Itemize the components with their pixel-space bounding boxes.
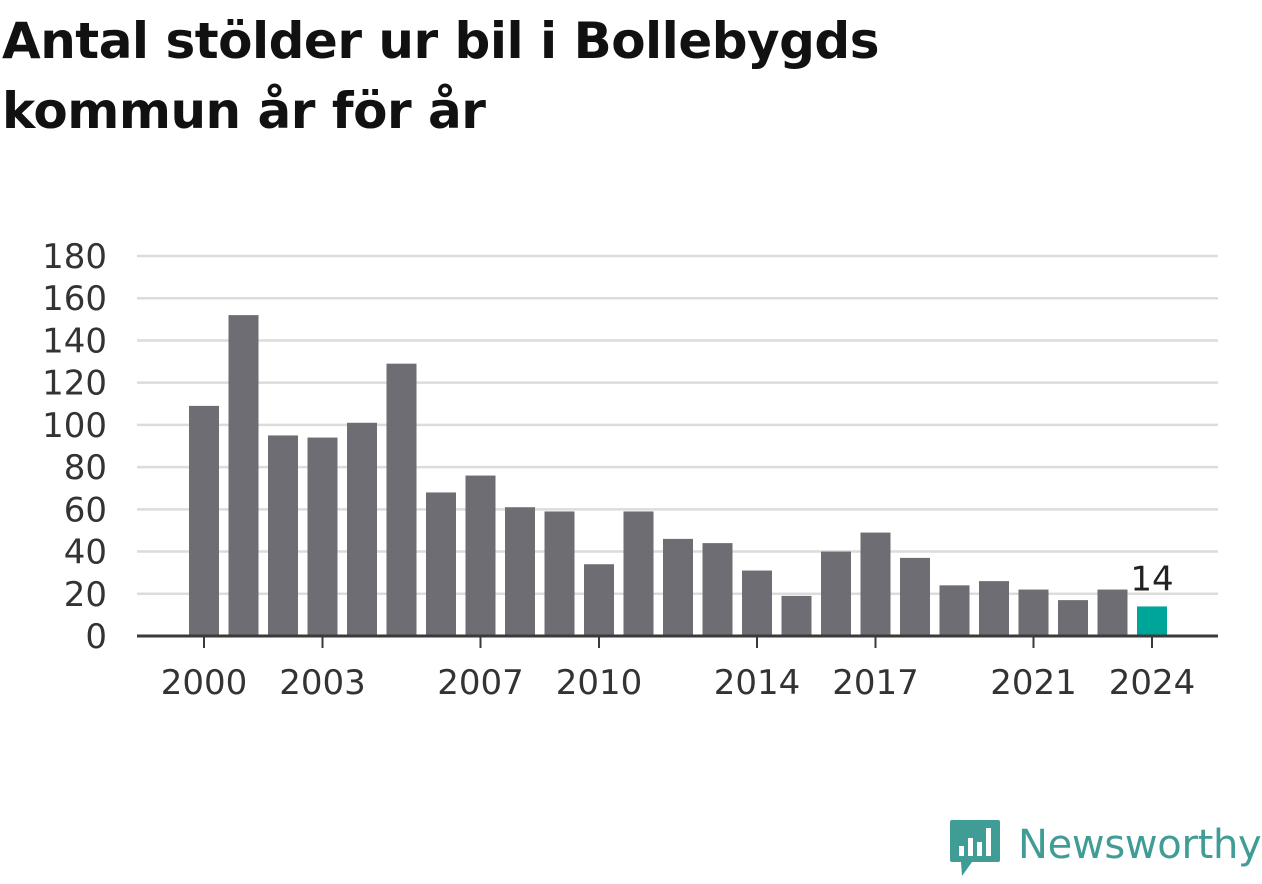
data-label-2024: 14	[1130, 559, 1173, 599]
bar-2016	[821, 551, 851, 636]
bar-2011	[623, 511, 654, 636]
bar-2008	[505, 507, 535, 636]
newsworthy-logo-icon	[950, 820, 1000, 876]
bar-2020	[979, 581, 1009, 636]
y-tick-label: 160	[42, 279, 107, 319]
x-tick-label: 2007	[437, 663, 524, 703]
newsworthy-logo: Newsworthy	[948, 818, 1262, 880]
y-tick-label: 60	[64, 490, 107, 530]
x-tick-label: 2014	[714, 663, 801, 703]
x-tick-label: 2000	[161, 663, 248, 703]
bars	[189, 315, 1167, 636]
bar-2007	[465, 475, 496, 636]
y-tick-label: 0	[85, 617, 107, 657]
bar-2001	[228, 315, 259, 636]
bar-2000	[189, 405, 219, 636]
bar-2012	[663, 538, 693, 636]
chart-title: Antal stölder ur bil i Bollebygds kommun…	[2, 12, 879, 140]
bar-2017	[860, 532, 891, 636]
x-tick-label: 2003	[279, 663, 366, 703]
x-axis-ticks: 2000 2003 2007 2010 2014 2017 2021 2024	[161, 636, 1196, 703]
data-labels: 14	[1130, 559, 1173, 599]
bar-2002	[268, 435, 298, 636]
x-tick-label: 2017	[832, 663, 919, 703]
bar-2014	[742, 570, 772, 636]
bar-2022	[1058, 600, 1088, 636]
y-tick-label: 140	[42, 321, 107, 361]
bar-2021	[1018, 589, 1049, 636]
x-tick-label: 2024	[1109, 663, 1196, 703]
bar-2015	[781, 595, 812, 636]
y-tick-label: 180	[42, 237, 107, 277]
x-tick-label: 2010	[556, 663, 643, 703]
y-tick-label: 100	[42, 406, 107, 446]
bar-2013	[702, 543, 733, 636]
y-tick-label: 80	[64, 448, 107, 488]
bar-2004	[347, 422, 377, 636]
bar-2005	[386, 363, 417, 636]
bar-2024	[1137, 606, 1167, 636]
y-tick-label: 120	[42, 364, 107, 404]
y-tick-label: 20	[64, 575, 107, 615]
bar-2023	[1097, 589, 1128, 636]
bar-2009	[544, 511, 575, 636]
bar-2010	[584, 564, 614, 636]
x-tick-label: 2021	[990, 663, 1077, 703]
bar-2006	[426, 492, 456, 636]
bar-2018	[900, 557, 930, 636]
y-tick-label: 40	[64, 533, 107, 573]
brand-name: Newsworthy	[1018, 822, 1262, 868]
bar-2019	[939, 585, 970, 636]
grid-lines	[137, 254, 1218, 596]
bar-2003	[307, 437, 338, 636]
